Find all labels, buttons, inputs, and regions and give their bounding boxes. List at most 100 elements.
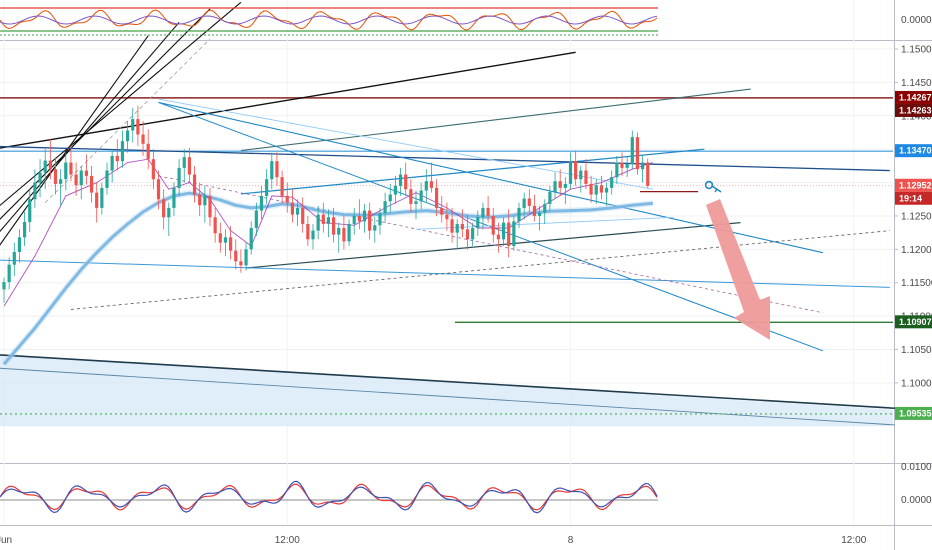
candle — [105, 162, 109, 195]
candle — [131, 107, 135, 143]
candle — [445, 202, 449, 231]
candle-body — [239, 261, 243, 266]
channel-line — [0, 35, 149, 246]
candle — [543, 199, 547, 224]
candle-body — [630, 137, 634, 164]
price-tag-label: 1.09535 — [899, 408, 932, 418]
candle-body — [589, 183, 593, 195]
candle — [141, 121, 145, 156]
long-trendline — [0, 51, 576, 149]
candle-body — [543, 203, 547, 213]
candle-body — [599, 185, 603, 193]
candle — [110, 149, 114, 183]
candle-body — [435, 187, 439, 208]
candle — [79, 165, 83, 200]
candle-body — [501, 222, 506, 240]
candle — [311, 223, 315, 250]
candle-body — [383, 201, 387, 214]
candle — [383, 192, 387, 223]
wedge-blue-line — [240, 148, 705, 195]
candle-body — [620, 162, 624, 168]
candle — [332, 207, 336, 243]
candle — [285, 182, 289, 213]
price-tick-label: 1.10000 — [901, 378, 932, 389]
candle — [620, 152, 624, 176]
candle-body — [43, 160, 47, 173]
time-axis[interactable]: Jun12:00812:001512:002225Jul612:001312:0… — [0, 535, 932, 546]
candle-body — [270, 161, 274, 180]
candle — [553, 172, 557, 200]
candle — [610, 170, 614, 195]
candle — [162, 189, 166, 230]
candle — [604, 182, 609, 206]
candle-body — [89, 175, 94, 193]
candle-body — [548, 191, 552, 204]
candle — [342, 215, 346, 250]
candle-body — [568, 161, 573, 184]
candle-body — [244, 249, 248, 266]
price-tag — [895, 406, 932, 420]
candle-body — [553, 181, 557, 192]
candle-body — [594, 185, 598, 195]
candle-body — [316, 214, 320, 231]
price-tag-label: 19:14 — [899, 193, 922, 203]
candle-body — [321, 214, 325, 224]
candle — [95, 182, 99, 223]
candle — [177, 159, 181, 196]
candle — [476, 210, 480, 236]
candle — [589, 175, 593, 203]
candle — [275, 152, 279, 186]
candle — [115, 139, 119, 171]
candle — [594, 179, 598, 204]
candle — [43, 149, 47, 190]
candle — [548, 185, 552, 211]
candle-body — [486, 207, 490, 216]
candle-body — [460, 223, 464, 230]
candle — [568, 152, 573, 190]
candle-body — [146, 143, 150, 160]
candle — [198, 182, 202, 216]
candle-body — [440, 207, 444, 215]
zone-top-line — [0, 354, 895, 410]
candle — [244, 242, 248, 271]
candle — [646, 158, 650, 188]
candle-body — [115, 155, 119, 162]
candle — [527, 189, 531, 213]
price-tick-label: 1.14500 — [901, 78, 932, 89]
key-icon — [704, 180, 722, 193]
wedge-lower-line — [245, 222, 741, 269]
candle-body — [213, 217, 217, 234]
candle — [460, 209, 464, 238]
candle — [89, 165, 94, 203]
price-tag — [895, 103, 932, 117]
candle — [59, 169, 63, 206]
candle-body — [64, 162, 68, 180]
price-axis[interactable]: 1.150001.145001.140001.135001.130001.125… — [894, 15, 932, 506]
candle — [12, 242, 16, 277]
candle — [53, 157, 58, 195]
candle — [404, 162, 408, 196]
trendlines[interactable] — [0, 1, 895, 426]
candle-body — [192, 174, 197, 195]
price-tag-label: 1.14263 — [899, 105, 932, 115]
bottom-oscillator-panel — [0, 480, 658, 514]
candle — [84, 154, 88, 185]
candle — [579, 165, 583, 193]
dotted-support — [70, 230, 890, 310]
candle — [465, 214, 470, 250]
candle-body — [332, 217, 336, 235]
candle-body — [646, 162, 650, 186]
candle — [635, 132, 640, 175]
candle — [69, 145, 73, 182]
candle — [641, 154, 645, 183]
candle-body — [471, 227, 475, 240]
candle — [393, 175, 397, 204]
candle — [187, 147, 191, 183]
candle — [522, 192, 526, 220]
candle-body — [455, 223, 459, 233]
candle-body — [265, 179, 269, 196]
candle-body — [574, 161, 578, 180]
candle-body — [342, 227, 346, 242]
candle — [538, 205, 542, 231]
